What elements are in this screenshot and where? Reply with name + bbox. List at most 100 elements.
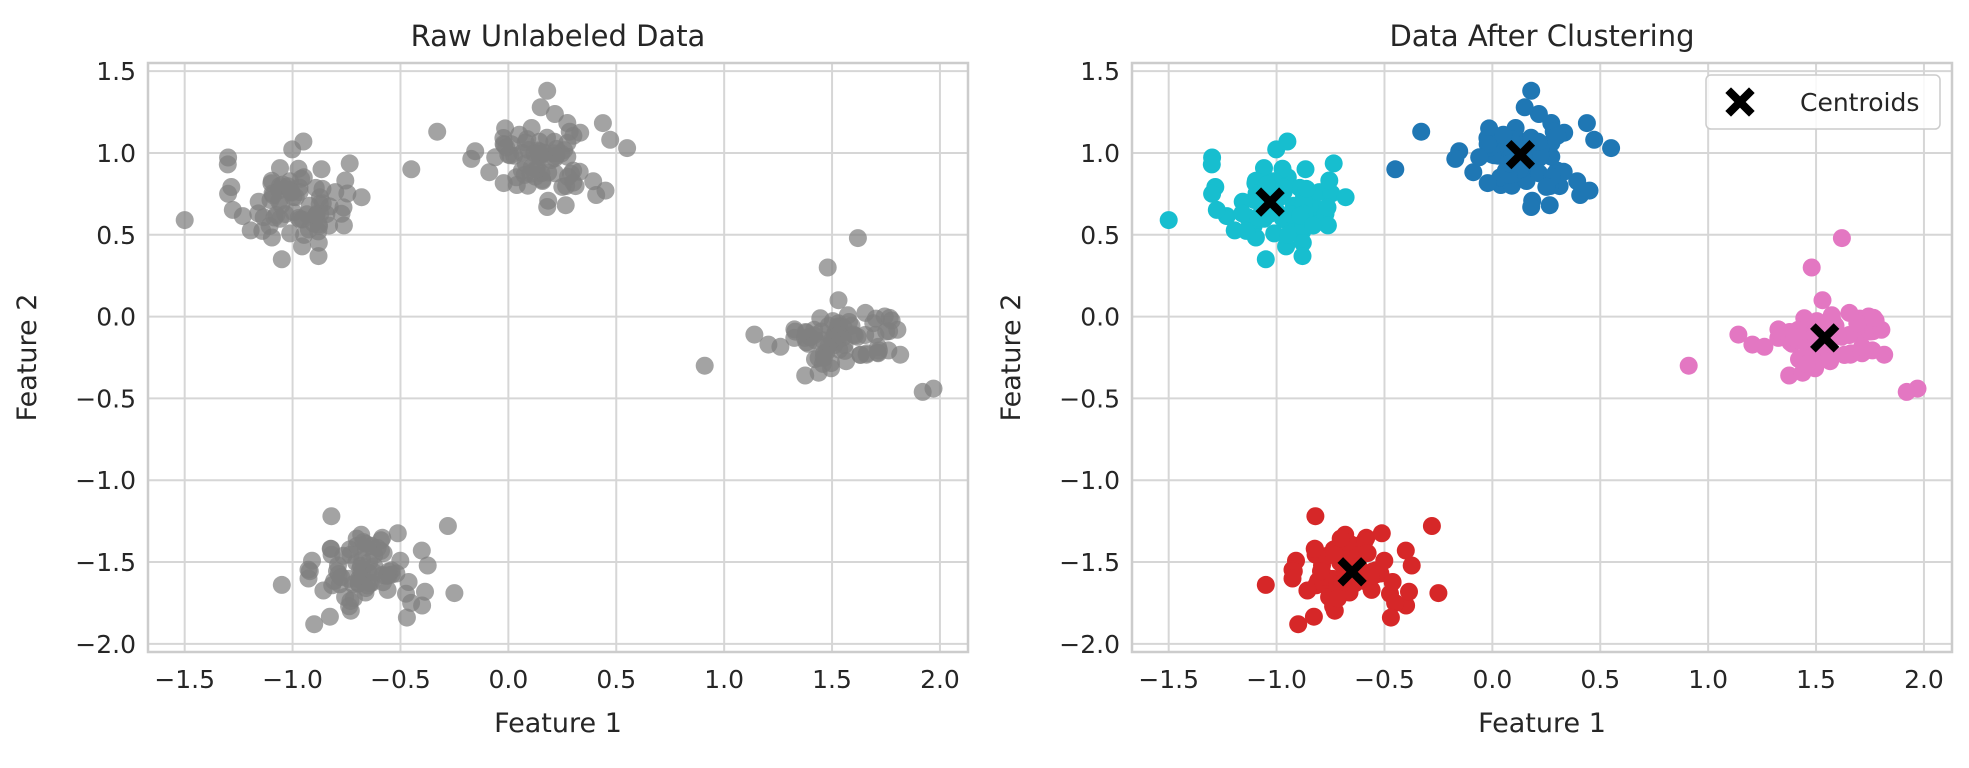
y-axis-label: Feature 2 [996,294,1027,422]
y-tick-label: 0.5 [96,221,136,250]
data-point [336,171,355,190]
data-point [848,229,867,248]
data-point [1324,154,1343,173]
legend-label: Centroids [1800,88,1919,117]
data-point [1273,159,1292,178]
data-point [771,337,790,356]
data-point [289,159,308,178]
data-point [813,354,832,373]
data-point [531,98,550,117]
data-point [281,224,300,243]
data-point [294,132,313,151]
data-point [1381,608,1400,627]
data-point [1318,216,1337,235]
chart-panel-1: −1.5 −1.0 −0.5 0.0 0.5 1.0 1.5 2.0 −2.0 −1.5 −1.0 −… [12,19,970,739]
data-point [334,198,353,217]
data-point [397,608,416,627]
data-point [1412,122,1431,141]
data-point [1386,593,1405,612]
chart-title: Data After Clustering [1389,19,1694,53]
data-point [416,582,434,601]
data-point [351,560,370,578]
data-point [913,382,932,401]
data-point [844,325,863,344]
y-axis-label: Feature 2 [12,294,43,422]
x-tick-label: 1.5 [1796,665,1836,694]
data-point [374,544,393,563]
y-tick-label: −1.0 [75,466,136,495]
data-point [218,155,237,174]
data-point [223,200,242,219]
data-point [553,177,572,196]
data-point [1580,181,1599,200]
data-point [1470,148,1489,167]
centroid-marker [1255,187,1285,217]
data-point [1422,517,1441,535]
legend-box [1705,74,1941,130]
data-point [1265,224,1284,243]
y-tick-label: −1.5 [1059,548,1120,577]
data-point [538,81,557,100]
data-point [1237,221,1256,240]
centroid-marker [1337,557,1367,587]
data-point [462,149,481,168]
data-point [801,328,820,346]
y-tick-label: 1.5 [96,57,136,86]
legend-centroid-icon [1725,87,1755,117]
data-point [1402,556,1421,575]
data-point [438,517,457,535]
data-point [829,317,848,336]
data-point [1464,163,1483,182]
data-point [1304,607,1323,626]
x-tick-label: 0.0 [1472,665,1512,694]
data-point [309,233,328,252]
y-tick-label: 0.5 [1080,221,1120,250]
data-point [378,580,397,599]
data-point [695,356,714,375]
data-point [1585,130,1604,149]
x-axis-label: Feature 1 [1478,708,1606,739]
x-tick-label: 0.5 [1580,665,1620,694]
data-point [538,198,557,216]
x-tick-label: 1.0 [704,665,744,694]
data-point [253,221,272,240]
data-point [352,188,371,207]
data-point [1602,139,1621,158]
y-tick-label: −0.5 [75,384,136,413]
x-tick-label: 1.0 [1688,665,1728,694]
x-tick-label: −0.5 [1354,665,1415,694]
x-tick-label: −1.0 [262,665,323,694]
x-tick-label: −1.5 [1138,665,1199,694]
data-point [175,211,194,230]
y-tick-label: −2.0 [75,630,136,659]
data-point [869,337,888,356]
data-point [309,247,328,266]
data-point [1537,177,1556,196]
x-tick-label: 0.5 [596,665,636,694]
data-point [312,160,331,179]
data-point [1577,114,1596,133]
data-point [1293,233,1312,252]
legend: Centroids [1705,74,1941,130]
data-point [1312,562,1330,581]
data-point [1203,184,1222,203]
data-point [856,303,875,322]
data-point [305,615,324,634]
data-point [1478,174,1497,193]
data-point [1780,366,1799,385]
data-point [545,105,564,123]
data-point [1832,229,1851,248]
data-point [593,114,612,133]
data-point [596,181,615,200]
data-point [516,154,535,173]
data-point [818,258,837,277]
data-point [264,186,283,205]
data-point [564,126,583,145]
chart-title: Raw Unlabeled Data [411,19,706,53]
data-point [1304,216,1323,235]
y-tick-label: 1.5 [1080,57,1120,86]
data-point [1372,524,1391,543]
data-point [445,584,464,603]
x-tick-label: −1.0 [1246,665,1307,694]
data-point [1386,160,1405,179]
